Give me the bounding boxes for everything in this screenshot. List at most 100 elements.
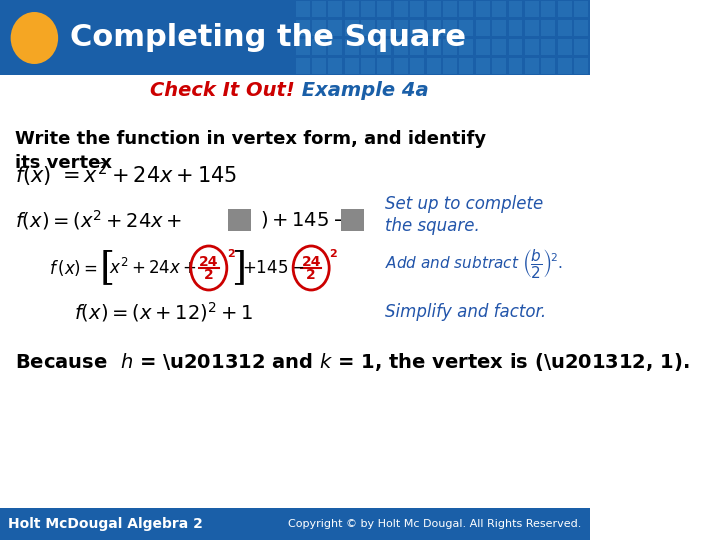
FancyBboxPatch shape <box>345 58 359 74</box>
FancyBboxPatch shape <box>296 20 310 36</box>
FancyBboxPatch shape <box>345 1 359 17</box>
FancyBboxPatch shape <box>427 20 441 36</box>
FancyBboxPatch shape <box>328 1 342 17</box>
FancyBboxPatch shape <box>361 58 375 74</box>
FancyBboxPatch shape <box>508 20 523 36</box>
FancyBboxPatch shape <box>296 39 310 55</box>
FancyBboxPatch shape <box>557 1 572 17</box>
FancyBboxPatch shape <box>459 58 473 74</box>
FancyBboxPatch shape <box>557 20 572 36</box>
FancyBboxPatch shape <box>328 20 342 36</box>
Text: Add and subtract $\left(\dfrac{b}{2}\right)^{\!2}.$: Add and subtract $\left(\dfrac{b}{2}\rig… <box>385 246 562 280</box>
FancyBboxPatch shape <box>361 20 375 36</box>
FancyBboxPatch shape <box>377 1 392 17</box>
Text: 24: 24 <box>199 255 219 269</box>
FancyBboxPatch shape <box>443 39 457 55</box>
Text: Copyright © by Holt Mc Dougal. All Rights Reserved.: Copyright © by Holt Mc Dougal. All Right… <box>288 519 581 529</box>
FancyBboxPatch shape <box>525 20 539 36</box>
FancyBboxPatch shape <box>427 1 441 17</box>
Text: $\mathit{f}(\mathit{x})$ $= \mathit{x}^2 + 24\mathit{x} + 145$: $\mathit{f}(\mathit{x})$ $= \mathit{x}^2… <box>14 161 237 189</box>
Ellipse shape <box>11 12 58 64</box>
FancyBboxPatch shape <box>410 39 424 55</box>
FancyBboxPatch shape <box>574 58 588 74</box>
FancyBboxPatch shape <box>410 20 424 36</box>
FancyBboxPatch shape <box>459 39 473 55</box>
FancyBboxPatch shape <box>476 58 490 74</box>
FancyBboxPatch shape <box>394 39 408 55</box>
Text: ]: ] <box>231 249 246 287</box>
FancyBboxPatch shape <box>427 58 441 74</box>
FancyBboxPatch shape <box>525 58 539 74</box>
FancyBboxPatch shape <box>574 20 588 36</box>
FancyBboxPatch shape <box>492 39 506 55</box>
Text: $) + 145 -$: $) + 145 -$ <box>261 210 349 231</box>
FancyBboxPatch shape <box>228 209 251 231</box>
FancyBboxPatch shape <box>394 20 408 36</box>
FancyBboxPatch shape <box>476 20 490 36</box>
Text: $\mathit{f}(\mathit{x}) = (\mathit{x} + 12)^2 + 1$: $\mathit{f}(\mathit{x}) = (\mathit{x} + … <box>73 300 253 324</box>
FancyBboxPatch shape <box>361 39 375 55</box>
FancyBboxPatch shape <box>541 20 555 36</box>
Text: Example 4a: Example 4a <box>294 80 428 99</box>
FancyBboxPatch shape <box>508 1 523 17</box>
FancyBboxPatch shape <box>345 20 359 36</box>
FancyBboxPatch shape <box>361 1 375 17</box>
Text: Holt McDougal Algebra 2: Holt McDougal Algebra 2 <box>8 517 203 531</box>
FancyBboxPatch shape <box>341 209 364 231</box>
FancyBboxPatch shape <box>574 1 588 17</box>
Text: 2: 2 <box>306 268 316 282</box>
FancyBboxPatch shape <box>492 1 506 17</box>
FancyBboxPatch shape <box>459 20 473 36</box>
FancyBboxPatch shape <box>312 39 326 55</box>
Text: Write the function in vertex form, and identify
its vertex: Write the function in vertex form, and i… <box>14 130 486 172</box>
FancyBboxPatch shape <box>492 58 506 74</box>
FancyBboxPatch shape <box>394 58 408 74</box>
Text: 2: 2 <box>329 249 337 259</box>
FancyBboxPatch shape <box>459 1 473 17</box>
FancyBboxPatch shape <box>328 58 342 74</box>
FancyBboxPatch shape <box>377 39 392 55</box>
FancyBboxPatch shape <box>443 1 457 17</box>
FancyBboxPatch shape <box>443 20 457 36</box>
FancyBboxPatch shape <box>476 39 490 55</box>
FancyBboxPatch shape <box>345 39 359 55</box>
Text: $\mathit{f}\,(\mathit{x}) =$: $\mathit{f}\,(\mathit{x}) =$ <box>49 258 98 278</box>
FancyBboxPatch shape <box>476 1 490 17</box>
Text: 24: 24 <box>302 255 321 269</box>
FancyBboxPatch shape <box>410 1 424 17</box>
FancyBboxPatch shape <box>541 58 555 74</box>
FancyBboxPatch shape <box>525 1 539 17</box>
FancyBboxPatch shape <box>0 508 590 540</box>
FancyBboxPatch shape <box>541 39 555 55</box>
FancyBboxPatch shape <box>296 58 310 74</box>
FancyBboxPatch shape <box>312 20 326 36</box>
FancyBboxPatch shape <box>541 1 555 17</box>
FancyBboxPatch shape <box>508 39 523 55</box>
FancyBboxPatch shape <box>312 1 326 17</box>
FancyBboxPatch shape <box>312 58 326 74</box>
Text: $+ 145 -$: $+ 145 -$ <box>242 259 305 277</box>
Text: $\mathit{f}(\mathit{x}) = (\mathit{x}^2 + 24\mathit{x} +$: $\mathit{f}(\mathit{x}) = (\mathit{x}^2 … <box>14 208 182 232</box>
FancyBboxPatch shape <box>296 1 310 17</box>
FancyBboxPatch shape <box>557 58 572 74</box>
Text: 2: 2 <box>204 268 214 282</box>
FancyBboxPatch shape <box>557 39 572 55</box>
FancyBboxPatch shape <box>410 58 424 74</box>
Text: Completing the Square: Completing the Square <box>70 24 466 52</box>
Text: $\mathit{x}^2 +24\mathit{x} +$: $\mathit{x}^2 +24\mathit{x} +$ <box>109 258 197 278</box>
FancyBboxPatch shape <box>492 20 506 36</box>
Text: Set up to complete
the square.: Set up to complete the square. <box>385 195 543 235</box>
Text: [: [ <box>100 249 115 287</box>
FancyBboxPatch shape <box>0 0 590 75</box>
FancyBboxPatch shape <box>377 20 392 36</box>
FancyBboxPatch shape <box>525 39 539 55</box>
FancyBboxPatch shape <box>394 1 408 17</box>
FancyBboxPatch shape <box>508 58 523 74</box>
FancyBboxPatch shape <box>427 39 441 55</box>
FancyBboxPatch shape <box>443 58 457 74</box>
Text: Check It Out!: Check It Out! <box>150 80 294 99</box>
FancyBboxPatch shape <box>328 39 342 55</box>
FancyBboxPatch shape <box>377 58 392 74</box>
Text: Because  $\mathit{h}$ = \u201312 and $\mathit{k}$ = 1, the vertex is (\u201312, : Because $\mathit{h}$ = \u201312 and $\ma… <box>14 351 689 373</box>
Text: Simplify and factor.: Simplify and factor. <box>385 303 546 321</box>
